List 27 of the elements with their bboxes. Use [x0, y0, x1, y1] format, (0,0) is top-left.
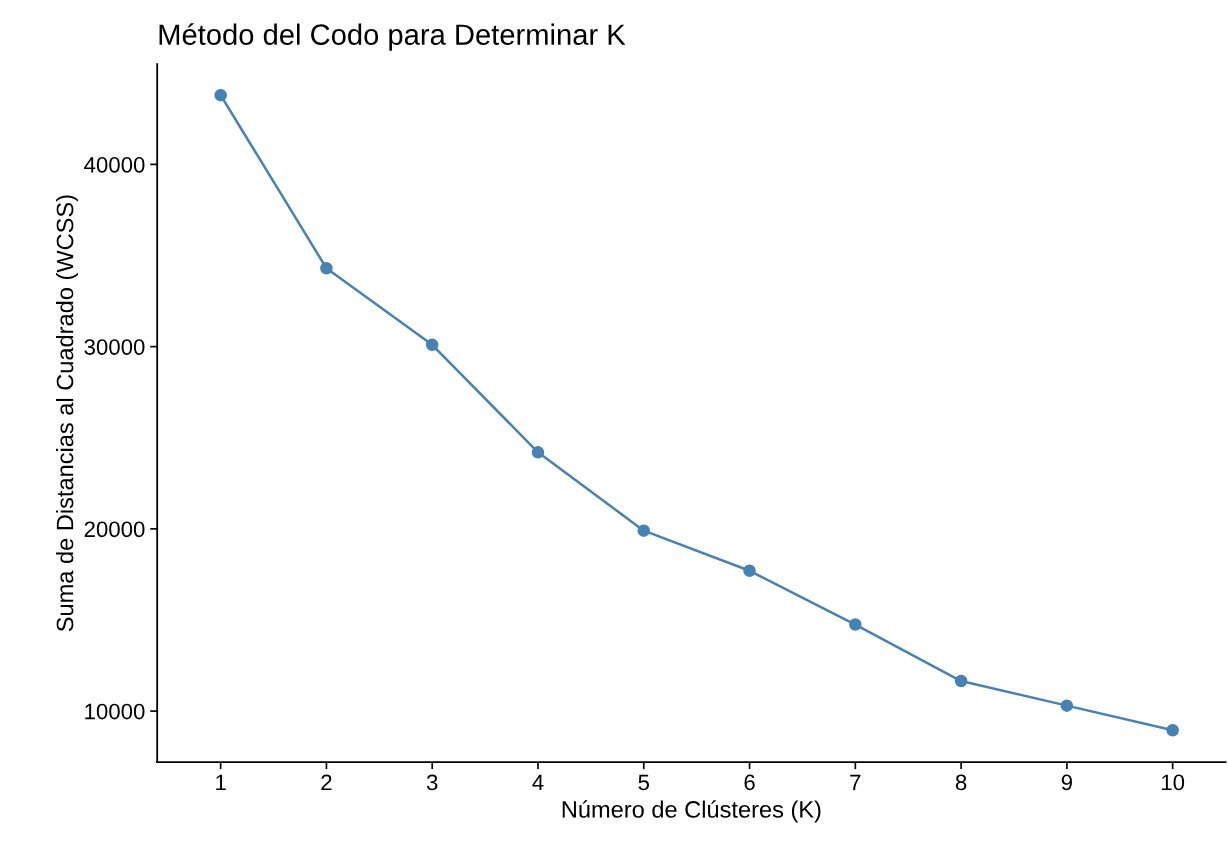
x-tick-label: 9	[1061, 774, 1072, 791]
y-tick-label: 10000	[85, 703, 145, 720]
x-tick-label: 6	[744, 774, 755, 791]
x-tick-label: 1	[216, 774, 226, 791]
x-axis-title: Número de Clústeres (K)	[562, 800, 821, 823]
point	[743, 564, 756, 578]
x-tick-label: 8	[955, 774, 967, 791]
point	[425, 338, 439, 352]
y-tick-label: 40000	[84, 156, 145, 173]
chart-title: Método del Codo para Determinar K	[159, 23, 626, 51]
point	[849, 618, 862, 631]
point	[214, 88, 227, 102]
x-tick-label: 5	[638, 774, 650, 791]
x-tick-label: 2	[321, 774, 332, 791]
y-tick-label: 20000	[84, 521, 145, 538]
x-tick-label: 4	[532, 774, 544, 791]
point	[954, 674, 968, 688]
x-tick-label: 10	[1161, 774, 1185, 791]
y-tick-label: 30000	[84, 339, 145, 355]
x-tick-label: 3	[426, 774, 438, 791]
point	[637, 524, 651, 537]
point	[1060, 699, 1074, 712]
point	[320, 262, 333, 275]
point	[531, 446, 545, 459]
y-axis-title: Suma de Distancias al Cuadrado (WCSS)	[56, 195, 79, 632]
x-tick-label: 7	[850, 774, 861, 791]
point	[1166, 723, 1179, 737]
